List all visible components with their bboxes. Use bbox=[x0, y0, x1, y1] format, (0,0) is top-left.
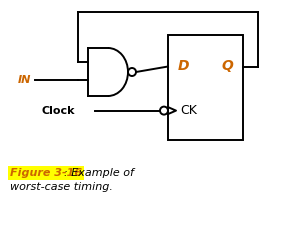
Text: Figure 3-16: Figure 3-16 bbox=[10, 168, 82, 178]
Text: Q: Q bbox=[221, 60, 233, 74]
Circle shape bbox=[160, 107, 168, 115]
Text: Clock: Clock bbox=[42, 106, 75, 116]
Text: worst-case timing.: worst-case timing. bbox=[10, 182, 113, 192]
Text: D: D bbox=[178, 60, 189, 74]
Text: IN: IN bbox=[18, 75, 31, 85]
Text: : Example of: : Example of bbox=[64, 168, 134, 178]
Text: CK: CK bbox=[180, 104, 197, 117]
Circle shape bbox=[128, 68, 136, 76]
Bar bbox=[168, 35, 243, 140]
